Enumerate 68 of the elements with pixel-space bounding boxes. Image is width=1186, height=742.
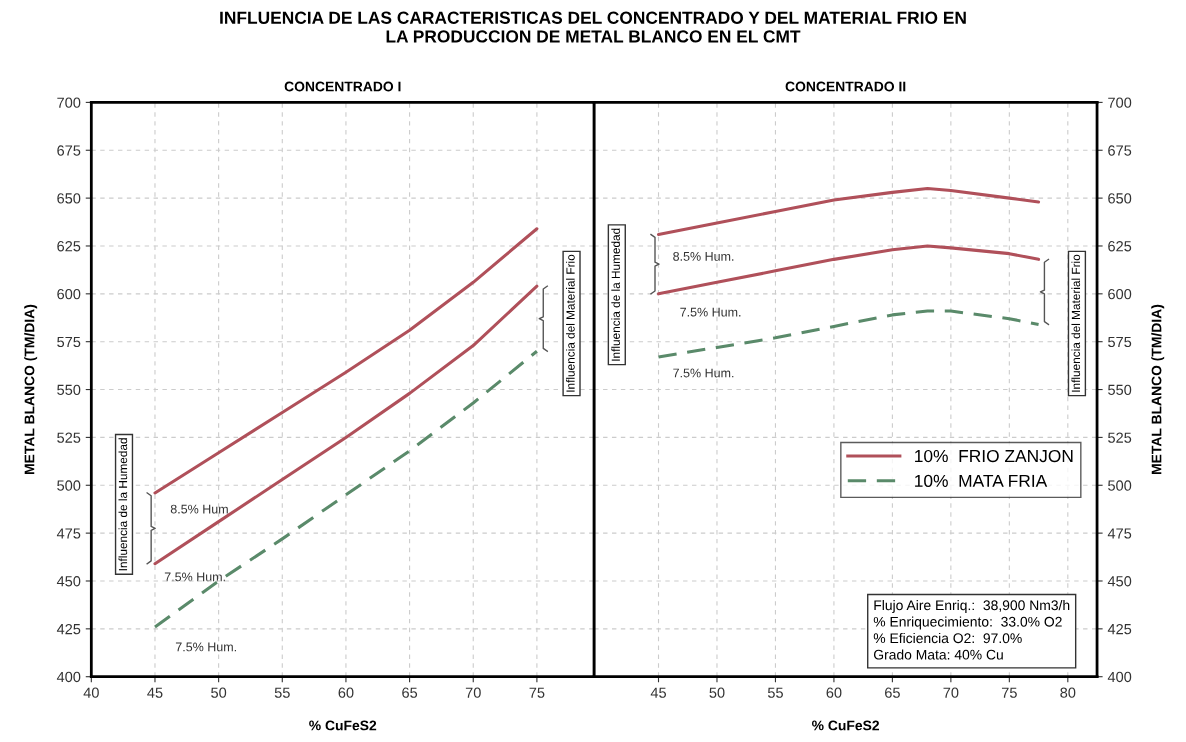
x-tick-label: 55 [274,687,290,698]
line-series [656,244,1041,296]
y-tick-label: 600 [1108,288,1132,300]
y-tick-label: 425 [56,623,81,635]
x-tick-label: 40 [83,687,99,698]
x-tick-label: 50 [709,687,725,698]
annotation: 7.5% Hum. [164,572,225,582]
annotation: 8.5% Hum [170,504,228,514]
y-tick-label: 450 [56,576,81,587]
y-tick-label: 575 [1108,336,1132,348]
x-tick-label: 80 [1060,687,1076,698]
line-series [153,349,539,629]
annotation: 7.5% Hum. [680,307,741,317]
y-tick-label: 650 [57,193,81,204]
y-tick-label: 425 [1107,623,1132,635]
y-tick-label: 475 [56,528,81,539]
chart-title: INFLUENCIA DE LAS CARACTERISTICAS DEL CONCENTRADO Y DEL MATERIAL FRIO EN LA PRODUCCION DE METAL BLANCO EN EL CMT [220,11,966,43]
annotation: 8.5% Hum. [673,251,734,261]
x-tick-label: 65 [885,687,900,698]
y-tick-label: 650 [1108,193,1132,204]
line-series [656,187,1041,237]
y-tick-label: 625 [1108,241,1132,252]
annotation: Influencia del Material Frio [566,254,575,392]
y-tick-label: 625 [57,241,81,252]
x-tick-label: 75 [1001,687,1017,698]
annotation: Influencia del Material Frio [1071,254,1081,392]
x-tick-label: 70 [943,687,959,698]
y-tick-label: 500 [57,480,81,491]
y-tick-label: 550 [57,384,81,395]
x-tick-label: 45 [650,687,667,698]
y-tick-label: 575 [57,336,81,348]
x-tick-label: 70 [465,687,481,698]
legend-label: 10% MATA FRIA [915,474,1048,488]
x-tick-label: 65 [402,687,418,698]
annotation: Influencia de la Humedad [118,438,128,571]
line-series [153,227,539,495]
y-tick-label: 675 [57,145,81,156]
legend-label: 10% FRIO ZANJON [915,449,1073,463]
annotation: 7.5% Hum. [673,368,734,378]
annotation: Influencia de la Humedad [611,228,620,361]
x-tick-label: 50 [211,687,227,698]
chart-subtitle: CONCENTRADO II [785,81,906,92]
y-tick-label: 525 [1108,432,1132,443]
line-series [656,309,1041,359]
y-tick-label: 500 [1108,480,1132,491]
y-tick-label: 550 [1108,384,1132,395]
line-series [153,284,539,566]
y-tick-label: 700 [57,97,81,108]
x-tick-label: 60 [826,687,842,698]
x-tick-label: 75 [529,687,545,698]
x-tick-label: 55 [767,687,783,698]
x-axis-title: % CuFeS2 [812,720,880,731]
y-tick-label: 475 [1107,528,1132,539]
chart-subtitle: CONCENTRADO I [284,81,401,92]
x-axis-title: % CuFeS2 [309,720,377,731]
y-tick-label: 450 [1107,576,1132,587]
x-tick-label: 60 [338,687,354,698]
annotation: 7.5% Hum. [175,642,236,652]
y-tick-label: 600 [57,288,81,300]
y-tick-label: 400 [56,671,81,683]
y-tick-label: 700 [1108,97,1132,108]
y-tick-label: 675 [1108,145,1132,156]
annotation: Flujo Aire Enriq.: 38,900 Nm3/h % Enriquecimiento: 33.0% O2 % Eficiencia O2: 97.0% Grado Mata: 40% Cu [873,599,1070,660]
x-tick-label: 45 [147,687,163,698]
y-axis-title: METAL BLANCO (TM/DIA) [24,304,38,474]
y-tick-label: 525 [57,432,81,443]
y-tick-label: 400 [1107,671,1132,683]
y-axis-title: METAL BLANCO (TM/DIA) [1151,304,1165,474]
